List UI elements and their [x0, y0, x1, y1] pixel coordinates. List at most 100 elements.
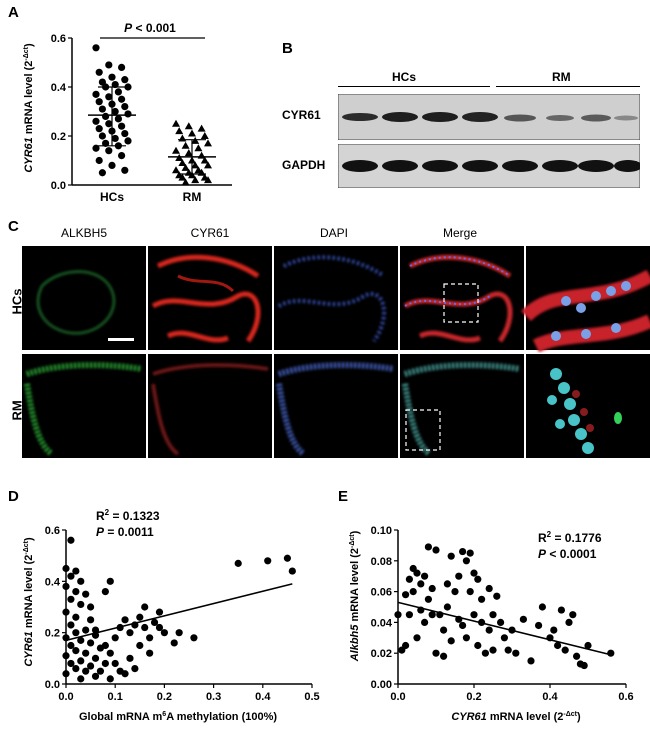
- panel-e-point: [607, 649, 615, 657]
- panel-a-hcs-point: [98, 105, 106, 113]
- panel-e-point: [447, 552, 455, 560]
- blot-band: [462, 160, 498, 172]
- panel-d-p: P = 0.0011: [96, 525, 154, 539]
- panel-d-x-tick-label: 0.0: [58, 691, 73, 703]
- panel-letter-a: A: [8, 4, 19, 21]
- panel-e-point: [432, 546, 440, 554]
- panel-a-rm-point: [172, 146, 180, 154]
- panel-a-rm-point: [204, 161, 212, 169]
- panel-e-x-tick-label: 0.0: [390, 691, 405, 703]
- panel-a-hcs-point: [111, 107, 119, 116]
- panel-d-point: [126, 629, 134, 637]
- panel-a-hcs-point: [111, 80, 119, 89]
- panel-e-point: [424, 595, 432, 603]
- panel-d-point: [67, 659, 75, 668]
- panel-d-point: [72, 629, 80, 637]
- panel-d-point: [82, 626, 90, 634]
- panel-a-rm-point: [200, 132, 209, 139]
- panel-e-xlabel: CYR61 mRNA level (2-Δct): [451, 711, 581, 723]
- panel-d-point: [67, 621, 75, 629]
- panel-a-rm-point: [172, 119, 180, 127]
- panel-a-hcs-point: [105, 120, 113, 128]
- panel-a-rm-point: [191, 161, 200, 169]
- panel-e-point: [550, 626, 558, 634]
- panel-e-point: [405, 575, 413, 583]
- blot-band: [342, 113, 378, 121]
- panel-e-point: [500, 634, 508, 642]
- panel-e-point: [451, 588, 459, 596]
- panel-a-hcs-point: [95, 125, 103, 133]
- panel-letter-c: C: [8, 218, 19, 235]
- panel-e-point: [493, 592, 501, 600]
- panel-a-hcs-point: [98, 132, 106, 140]
- panel-d-point: [77, 675, 85, 683]
- panel-d-point: [87, 639, 95, 647]
- panel-d-point: [67, 536, 75, 544]
- panel-d-xlabel: Global mRNA m6A methylation (100%): [79, 711, 277, 723]
- blot-band: [546, 115, 574, 121]
- blot-group-line-rm: [496, 86, 640, 87]
- panel-d-point: [150, 618, 159, 626]
- panel-d-point: [87, 662, 95, 670]
- panel-d-point: [87, 616, 95, 624]
- panel-d-y-tick-label: 0.6: [45, 525, 60, 537]
- panel-e-point: [580, 661, 588, 670]
- panel-d-point: [126, 654, 134, 662]
- panel-e-point: [466, 549, 474, 557]
- panel-a-rm-point: [188, 171, 196, 179]
- micrograph-rm-dapi: [274, 354, 398, 458]
- panel-e-point: [557, 606, 565, 614]
- panel-e-point: [535, 621, 543, 630]
- blot-band: [382, 160, 418, 172]
- blot-band: [342, 160, 378, 172]
- panel-e-x-tick-label: 0.2: [466, 691, 481, 703]
- panel-e-point: [455, 572, 463, 580]
- panel-d-point: [121, 670, 129, 678]
- panel-d-point: [155, 623, 164, 632]
- panel-e-point: [421, 618, 429, 626]
- panel-e-point: [413, 634, 421, 642]
- panel-e-point: [443, 603, 451, 611]
- panel-d-point: [106, 675, 114, 683]
- panel-a-hcs-point: [121, 76, 129, 84]
- zoom-box: [405, 409, 441, 451]
- panel-a-hcs-point: [124, 137, 132, 145]
- panel-a-rm-point: [184, 149, 193, 157]
- panel-e-x-tick-label: 0.4: [542, 691, 558, 703]
- panel-a-rm-point: [181, 178, 190, 186]
- panel-d-regression-line: [65, 583, 293, 642]
- panel-e-point: [402, 641, 410, 650]
- panel-a-hcs-point: [118, 152, 126, 160]
- panel-e-point: [440, 652, 448, 660]
- panel-a-hcs-point: [92, 144, 100, 152]
- panel-d-point: [77, 577, 85, 585]
- panel-e-y-tick-label: 0.02: [371, 648, 392, 660]
- panel-a-hcs-point: [118, 95, 126, 103]
- panel-e-point: [466, 588, 474, 596]
- panel-e-point: [409, 588, 417, 596]
- panel-a-category-label: HCs: [100, 190, 124, 204]
- panel-e-point: [481, 649, 489, 657]
- panel-a-rm-point: [197, 124, 206, 132]
- panel-e-point: [554, 641, 562, 650]
- panel-d-point: [82, 649, 90, 657]
- panel-a-y-tick-label: 0.4: [51, 82, 67, 94]
- panel-a-rm-point: [204, 139, 212, 147]
- panel-a-rm-point: [178, 134, 187, 142]
- panel-e-point: [421, 572, 429, 580]
- panel-d-point: [77, 657, 85, 665]
- panel-d-point: [155, 608, 164, 616]
- panel-d-point: [234, 559, 242, 567]
- panel-a-rm-point: [204, 176, 212, 184]
- panel-e-point: [428, 584, 436, 593]
- panel-a-category-label: RM: [183, 190, 202, 204]
- micrograph-hcs-merge: [400, 246, 524, 350]
- panel-d-point: [67, 595, 75, 603]
- panel-a-hcs-point: [118, 122, 126, 130]
- blot-band: [614, 115, 638, 121]
- panel-e-point: [474, 641, 482, 650]
- panel-a-hcs-point: [121, 129, 129, 138]
- panel-d-point: [146, 649, 154, 657]
- panel-d-point: [96, 667, 105, 675]
- panel-e-y-tick-label: 0.10: [371, 525, 392, 537]
